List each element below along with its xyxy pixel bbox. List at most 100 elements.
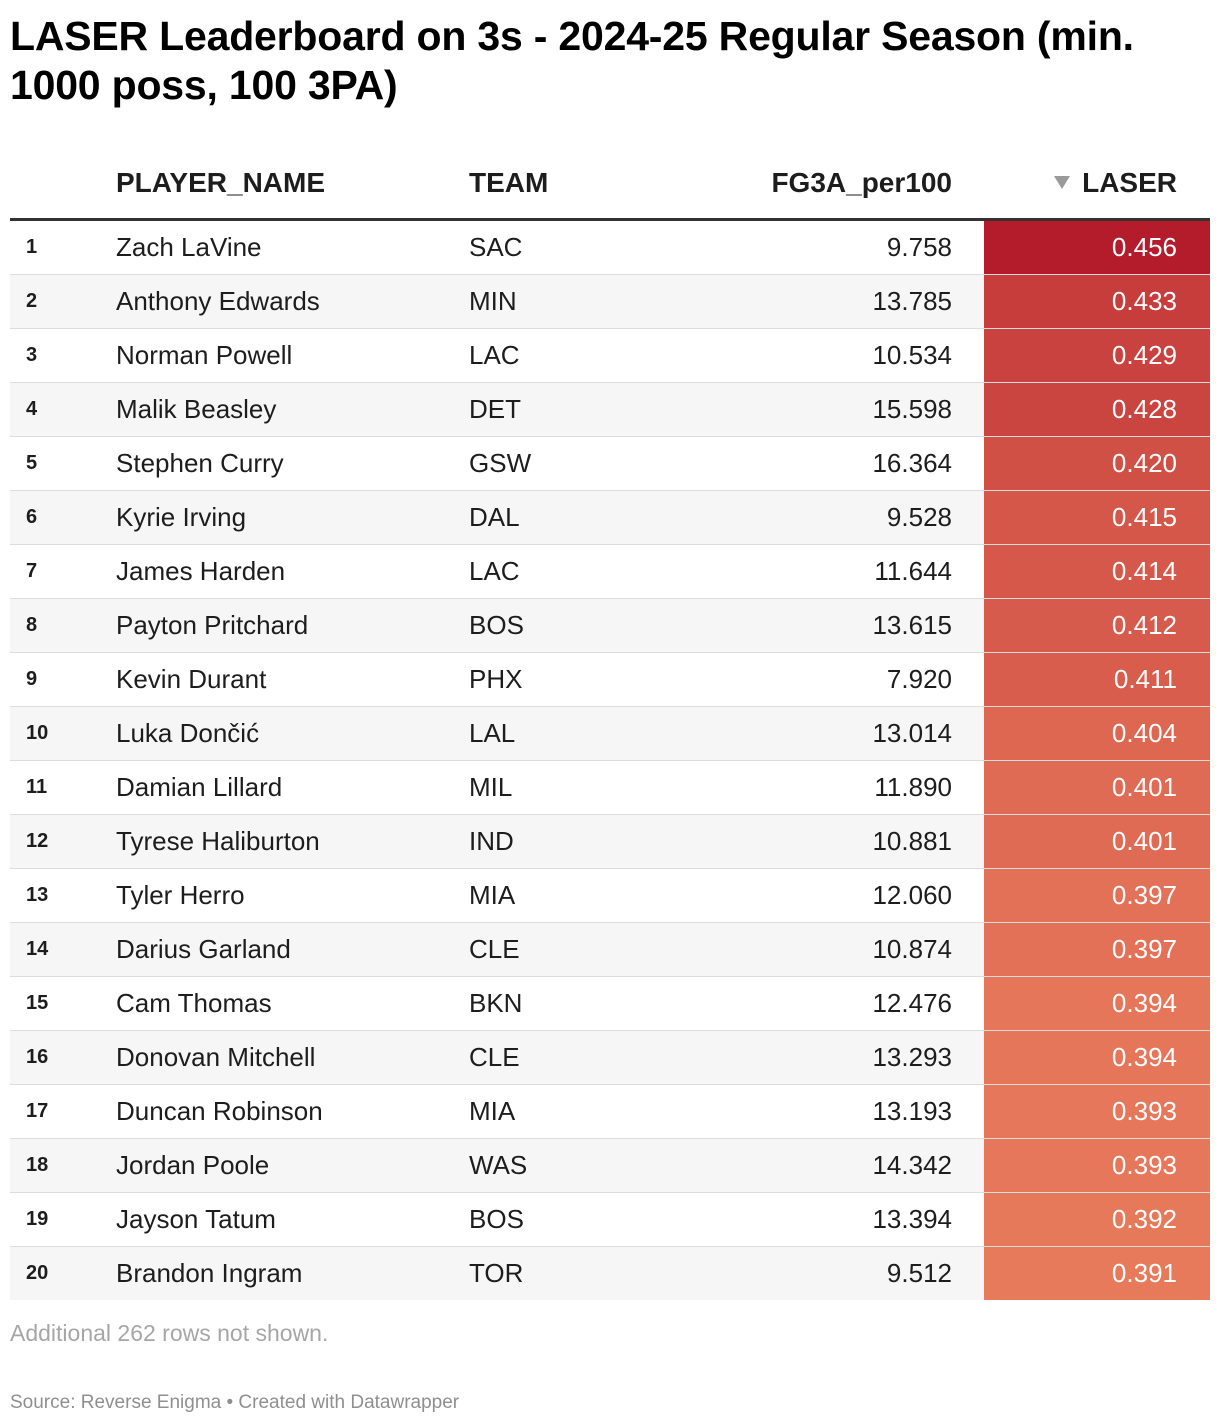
row-player-name: Norman Powell <box>116 340 293 370</box>
row-rank: 10 <box>26 722 49 744</box>
row-rank: 4 <box>26 398 38 420</box>
row-player-name: Cam Thomas <box>116 988 272 1018</box>
row-player-name: James Harden <box>116 556 286 586</box>
row-fg3a-per100: 9.512 <box>886 1258 952 1288</box>
row-player-name: Brandon Ingram <box>116 1258 303 1288</box>
row-player-name: Kyrie Irving <box>116 502 247 532</box>
row-team: LAC <box>469 556 520 586</box>
row-fg3a-per100: 10.881 <box>872 826 952 856</box>
row-fg3a-per100: 13.293 <box>872 1042 952 1072</box>
row-team: LAL <box>469 718 516 748</box>
row-laser-value: 0.391 <box>1111 1258 1177 1288</box>
row-team: BKN <box>469 988 523 1018</box>
table-row: 19 Jayson Tatum BOS 13.394 0.392 <box>10 1193 1210 1247</box>
table-row: 7 James Harden LAC 11.644 0.414 <box>10 545 1210 599</box>
column-header-laser[interactable]: LASER <box>1054 166 1177 200</box>
table-row: 20 Brandon Ingram TOR 9.512 0.391 <box>10 1247 1210 1300</box>
row-fg3a-per100: 13.394 <box>872 1204 952 1234</box>
table-row: 3 Norman Powell LAC 10.534 0.429 <box>10 329 1210 383</box>
table-row: 18 Jordan Poole WAS 14.342 0.393 <box>10 1139 1210 1193</box>
row-laser-value: 0.397 <box>1111 934 1177 964</box>
row-team: BOS <box>469 1204 524 1234</box>
row-laser-cell: 0.420 <box>984 437 1210 490</box>
row-laser-cell: 0.393 <box>984 1139 1210 1192</box>
table-row: 12 Tyrese Haliburton IND 10.881 0.401 <box>10 815 1210 869</box>
row-player-name: Kevin Durant <box>116 664 267 694</box>
row-player-name: Anthony Edwards <box>116 286 320 316</box>
row-rank: 7 <box>26 560 38 582</box>
row-laser-cell: 0.456 <box>984 221 1210 274</box>
row-fg3a-per100: 13.615 <box>872 610 952 640</box>
row-team: CLE <box>469 934 520 964</box>
row-fg3a-per100: 16.364 <box>872 448 952 478</box>
row-player-name: Jayson Tatum <box>116 1204 276 1234</box>
row-laser-value: 0.401 <box>1111 826 1177 856</box>
row-fg3a-per100: 9.758 <box>886 232 952 262</box>
row-rank: 11 <box>26 776 48 798</box>
table-row: 1 Zach LaVine SAC 9.758 0.456 <box>10 221 1210 275</box>
row-laser-cell: 0.397 <box>984 923 1210 976</box>
table-header: PLAYER_NAME TEAM FG3A_per100 LASER <box>10 150 1210 221</box>
row-rank: 9 <box>26 668 38 690</box>
table-row: 2 Anthony Edwards MIN 13.785 0.433 <box>10 275 1210 329</box>
row-fg3a-per100: 15.598 <box>872 394 952 424</box>
table-row: 15 Cam Thomas BKN 12.476 0.394 <box>10 977 1210 1031</box>
row-team: DET <box>469 394 521 424</box>
table-row: 11 Damian Lillard MIL 11.890 0.401 <box>10 761 1210 815</box>
row-rank: 15 <box>26 992 49 1014</box>
row-laser-cell: 0.401 <box>984 815 1210 868</box>
table-row: 17 Duncan Robinson MIA 13.193 0.393 <box>10 1085 1210 1139</box>
row-laser-cell: 0.393 <box>984 1085 1210 1138</box>
row-fg3a-per100: 9.528 <box>886 502 952 532</box>
row-rank: 12 <box>26 830 49 852</box>
row-laser-cell: 0.392 <box>984 1193 1210 1246</box>
row-laser-cell: 0.428 <box>984 383 1210 436</box>
row-fg3a-per100: 13.014 <box>872 718 952 748</box>
row-laser-value: 0.411 <box>1113 664 1177 694</box>
table-row: 6 Kyrie Irving DAL 9.528 0.415 <box>10 491 1210 545</box>
row-laser-cell: 0.394 <box>984 1031 1210 1084</box>
chart-title: LASER Leaderboard on 3s - 2024-25 Regula… <box>10 13 1134 108</box>
column-header-player[interactable]: PLAYER_NAME <box>116 167 326 198</box>
row-laser-cell: 0.401 <box>984 761 1210 814</box>
row-team: MIL <box>469 772 513 802</box>
row-rank: 2 <box>26 290 38 312</box>
row-rank: 14 <box>26 938 49 960</box>
row-team: WAS <box>469 1150 528 1180</box>
row-fg3a-per100: 11.644 <box>874 556 952 586</box>
row-laser-value: 0.397 <box>1111 880 1177 910</box>
row-laser-value: 0.401 <box>1111 772 1177 802</box>
row-laser-value: 0.415 <box>1111 502 1177 532</box>
row-rank: 13 <box>26 884 49 906</box>
row-laser-value: 0.393 <box>1111 1096 1177 1126</box>
row-rank: 3 <box>26 344 38 366</box>
row-team: DAL <box>469 502 520 532</box>
row-rank: 6 <box>26 506 38 528</box>
source-footer: Source: Reverse Enigma • Created with Da… <box>10 1392 460 1413</box>
row-fg3a-per100: 12.476 <box>872 988 952 1018</box>
row-fg3a-per100: 13.785 <box>872 286 952 316</box>
row-player-name: Duncan Robinson <box>116 1096 323 1126</box>
row-team: SAC <box>469 232 523 262</box>
row-player-name: Tyrese Haliburton <box>116 826 320 856</box>
table-row: 8 Payton Pritchard BOS 13.615 0.412 <box>10 599 1210 653</box>
row-laser-cell: 0.429 <box>984 329 1210 382</box>
row-fg3a-per100: 7.920 <box>886 664 952 694</box>
row-player-name: Malik Beasley <box>116 394 277 424</box>
row-rank: 20 <box>26 1262 49 1284</box>
table-row: 4 Malik Beasley DET 15.598 0.428 <box>10 383 1210 437</box>
row-rank: 1 <box>26 236 38 258</box>
row-fg3a-per100: 12.060 <box>872 880 952 910</box>
triangle-down-icon <box>1054 176 1071 190</box>
row-team: PHX <box>469 664 523 694</box>
leaderboard-table: PLAYER_NAME TEAM FG3A_per100 LASER 1 Zach… <box>10 150 1210 1300</box>
row-laser-cell: 0.397 <box>984 869 1210 922</box>
row-fg3a-per100: 14.342 <box>872 1150 952 1180</box>
table-row: 14 Darius Garland CLE 10.874 0.397 <box>10 923 1210 977</box>
row-player-name: Jordan Poole <box>116 1150 270 1180</box>
row-team: BOS <box>469 610 524 640</box>
column-header-team[interactable]: TEAM <box>469 167 549 198</box>
row-rank: 8 <box>26 614 38 636</box>
row-laser-cell: 0.414 <box>984 545 1210 598</box>
column-header-fg3a[interactable]: FG3A_per100 <box>771 167 952 198</box>
